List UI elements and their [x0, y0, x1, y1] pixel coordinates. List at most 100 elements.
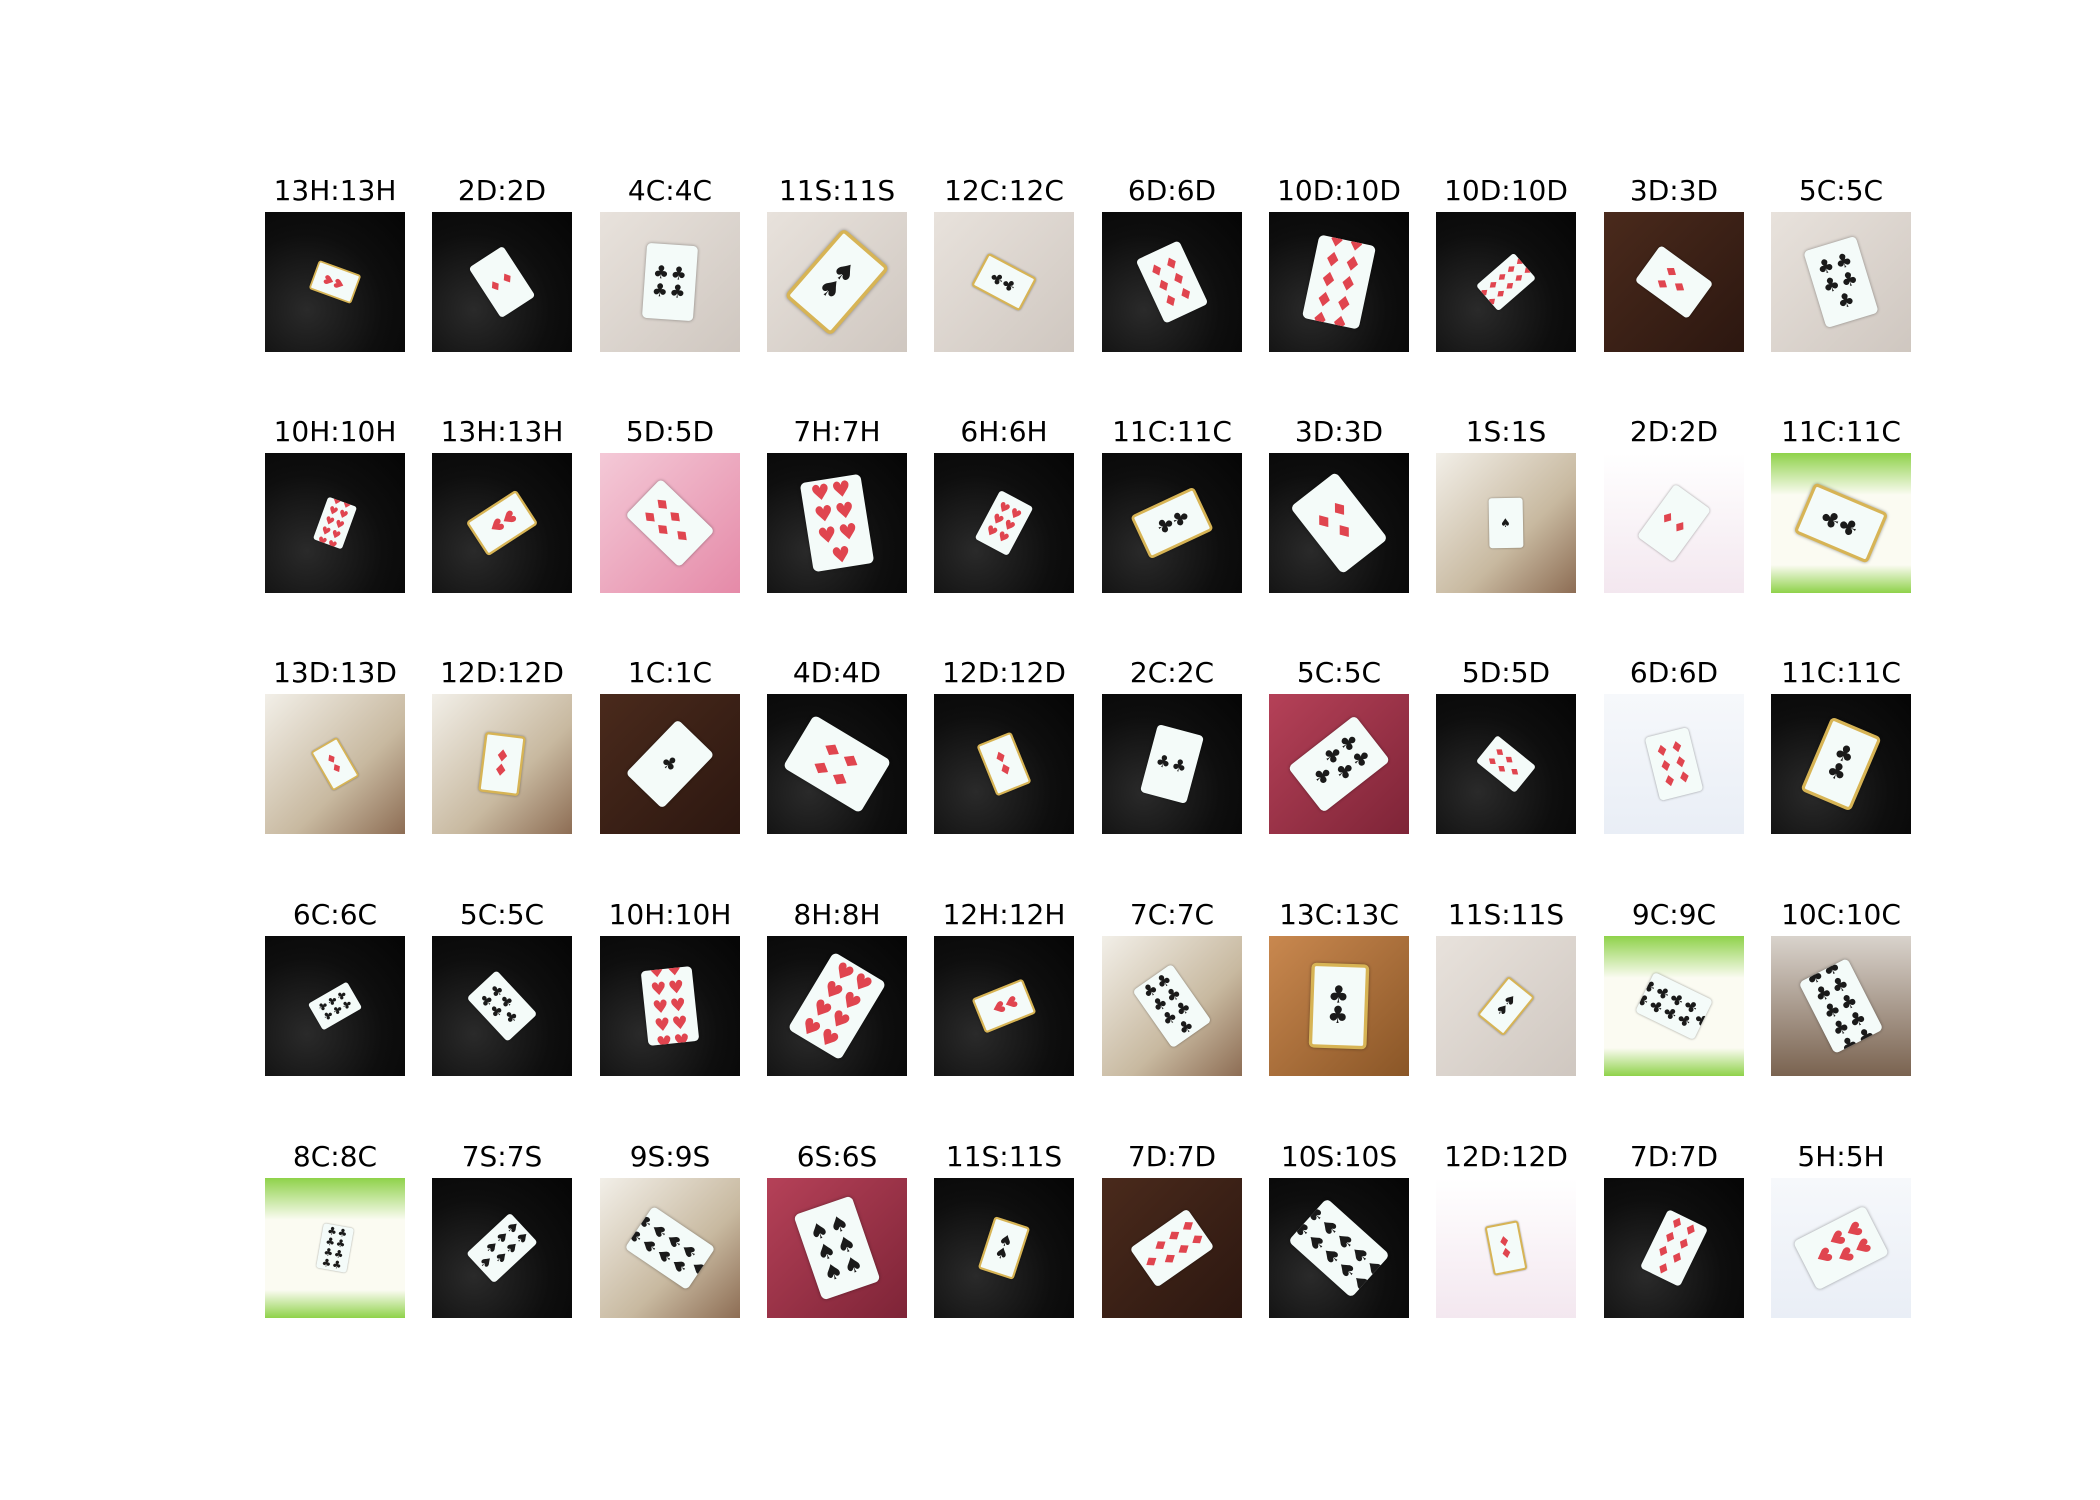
card-thumbnail: ♣♣♣♣♣ [1269, 694, 1409, 834]
playing-card: ♣♣♣♣♣ [1803, 235, 1879, 329]
suit-pips-icon: ♣♣ [1150, 506, 1194, 540]
cell-label: 13H:13H [440, 415, 564, 448]
playing-card: ♣♣♣♣♣♣♣♣ [316, 1223, 354, 1273]
playing-card: ♠♠♠♠♠♠♠♠♠♠ [1288, 1198, 1390, 1298]
cell-label: 12D:12D [1444, 1140, 1568, 1173]
card-thumbnail: ♣♣♣♣♣♣♣ [1102, 936, 1242, 1076]
suit-pips-icon: ♣♣♣♣♣♣♣♣ [320, 1224, 350, 1272]
suit-pips-icon: ♣♣ [1326, 981, 1352, 1031]
cell-label: 11S:11S [1447, 898, 1565, 931]
playing-card: ♣♣♣♣♣ [466, 970, 538, 1042]
playing-card: ♦♦ [310, 736, 360, 792]
cell-label: 5H:5H [1797, 1140, 1885, 1173]
card-thumbnail: ♣♣♣♣ [600, 212, 740, 352]
card-thumbnail: ♣♣♣♣♣♣ [265, 936, 405, 1076]
playing-card: ♠♠ [1477, 975, 1535, 1037]
suit-pips-icon: ♠♠♠♠♠♠♠♠♠ [624, 1207, 714, 1282]
card-thumbnail: ♦♦♦♦♦♦♦ [1604, 1178, 1744, 1318]
cell-label: 9S:9S [629, 1140, 711, 1173]
suit-pips-icon: ♠♠♠♠♠♠♠ [475, 1217, 534, 1274]
card-thumbnail: ♥♥ [934, 936, 1074, 1076]
playing-card: ♦♦ [1484, 1220, 1528, 1276]
playing-card: ♠♠♠♠♠♠ [793, 1195, 881, 1301]
suit-pips-icon: ♦♦♦♦♦♦♦ [1138, 1214, 1211, 1275]
suit-pips-icon: ♠♠ [1491, 990, 1521, 1022]
suit-pips-icon: ♦♦♦♦♦♦♦♦♦♦ [1475, 252, 1537, 312]
card-thumbnail: ♥♥ [432, 453, 572, 593]
cell-label: 6D:6D [1629, 656, 1719, 689]
card-thumbnail: ♦♦ [1604, 453, 1744, 593]
suit-pips-icon: ♥♥ [483, 507, 521, 539]
playing-card: ♦♦♦ [1290, 471, 1388, 575]
cell-label: 11S:11S [778, 174, 896, 207]
playing-card: ♦♦♦ [1634, 245, 1714, 319]
suit-pips-icon: ♠♠ [992, 1231, 1016, 1265]
card-thumbnail: ♦♦ [1436, 1178, 1576, 1318]
suit-pips-icon: ♦♦♦♦♦♦♦♦♦♦ [1308, 234, 1370, 330]
card-thumbnail: ♦♦♦ [1604, 212, 1744, 352]
card-thumbnail: ♣♣ [934, 212, 1074, 352]
cell-label: 13H:13H [273, 174, 397, 207]
playing-card: ♠♠♠♠♠♠♠ [466, 1212, 538, 1284]
cell-label: 10D:10D [1444, 174, 1568, 207]
suit-pips-icon: ♦♦ [491, 746, 513, 782]
suit-pips-icon: ♦♦ [991, 746, 1017, 782]
suit-pips-icon: ♣♣♣♣♣♣♣♣♣♣ [1801, 958, 1881, 1054]
card-thumbnail: ♣♣♣♣♣♣♣♣♣ [1604, 936, 1744, 1076]
playing-card: ♦♦♦♦♦♦♦ [1639, 1209, 1709, 1287]
cell-label: 6H:6H [960, 415, 1048, 448]
card-thumbnail: ♦♦♦♦♦♦ [1102, 212, 1242, 352]
card-thumbnail: ♠♠ [934, 1178, 1074, 1318]
card-thumbnail: ♠♠ [767, 212, 907, 352]
cell-label: 6S:6S [796, 1140, 878, 1173]
suit-pips-icon: ♦♦ [485, 267, 519, 297]
cell-label: 7H:7H [793, 415, 881, 448]
cell-label: 3D:3D [1294, 415, 1384, 448]
cell-label: 8H:8H [793, 898, 881, 931]
playing-card: ♥♥♥♥♥♥♥♥ [787, 951, 887, 1061]
cell-label: 11C:11C [1781, 656, 1901, 689]
card-thumbnail: ♣♣ [1771, 453, 1911, 593]
suit-pips-icon: ♥♥♥♥♥♥ [982, 498, 1026, 548]
card-thumbnail: ♦♦♦♦♦ [600, 453, 740, 593]
playing-card: ♣♣ [1130, 486, 1214, 560]
cell-label: 7C:7C [1129, 898, 1215, 931]
playing-card: ♦♦♦♦♦♦♦ [1129, 1208, 1215, 1288]
card-thumbnail: ♦♦♦♦♦♦♦♦♦♦ [1436, 212, 1576, 352]
suit-pips-icon: ♦♦♦♦♦♦♦ [1652, 1212, 1702, 1281]
suit-pips-icon: ♦♦♦♦♦♦ [1145, 250, 1199, 314]
cell-label: 13D:13D [273, 656, 397, 689]
suit-pips-icon: ♣♣ [1822, 739, 1860, 789]
suit-pips-icon: ♠♠♠♠♠♠♠♠♠♠ [1288, 1198, 1390, 1298]
playing-card: ♣♣ [1139, 724, 1205, 804]
cell-label: 6C:6C [292, 898, 378, 931]
cell-label: 1C:1C [627, 656, 713, 689]
playing-card: ♣ [625, 719, 715, 809]
suit-pips-icon: ♦♦♦♦ [806, 733, 868, 795]
suit-pips-icon: ♠♠♠♠♠♠ [805, 1208, 869, 1288]
cell-label: 5C:5C [1798, 174, 1884, 207]
suit-pips-icon: ♥♥♥♥♥♥♥ [809, 475, 862, 570]
suit-pips-icon: ♦♦♦♦♦ [637, 490, 697, 550]
card-thumbnail: ♣♣ [1102, 453, 1242, 593]
card-thumbnail: ♦♦♦♦ [767, 694, 907, 834]
card-thumbnail: ♥♥ [265, 212, 405, 352]
suit-pips-icon: ♦♦♦ [1309, 493, 1361, 547]
card-thumbnail: ♥♥♥♥♥♥♥♥♥♥ [265, 453, 405, 593]
suit-pips-icon: ♣ [656, 750, 684, 778]
suit-pips-icon: ♣♣♣♣♣ [1307, 728, 1377, 792]
cell-label: 2D:2D [457, 174, 547, 207]
card-thumbnail: ♣♣ [1269, 936, 1409, 1076]
card-thumbnail: ♦♦♦♦♦♦♦♦♦♦ [1269, 212, 1409, 352]
cell-label: 7D:7D [1127, 1140, 1217, 1173]
playing-card: ♣♣ [1308, 962, 1370, 1050]
suit-pips-icon: ♠♠ [811, 254, 863, 310]
cell-label: 13C:13C [1279, 898, 1399, 931]
card-thumbnail: ♦♦♦ [1269, 453, 1409, 593]
card-thumbnail: ♥♥♥♥♥♥♥♥ [767, 936, 907, 1076]
playing-card: ♠♠♠♠♠♠♠♠♠ [624, 1205, 716, 1291]
playing-card: ♠♠ [784, 227, 890, 337]
card-thumbnail: ♥♥♥♥♥♥♥ [767, 453, 907, 593]
cell-label: 1S:1S [1465, 415, 1547, 448]
cell-label: 9C:9C [1631, 898, 1717, 931]
